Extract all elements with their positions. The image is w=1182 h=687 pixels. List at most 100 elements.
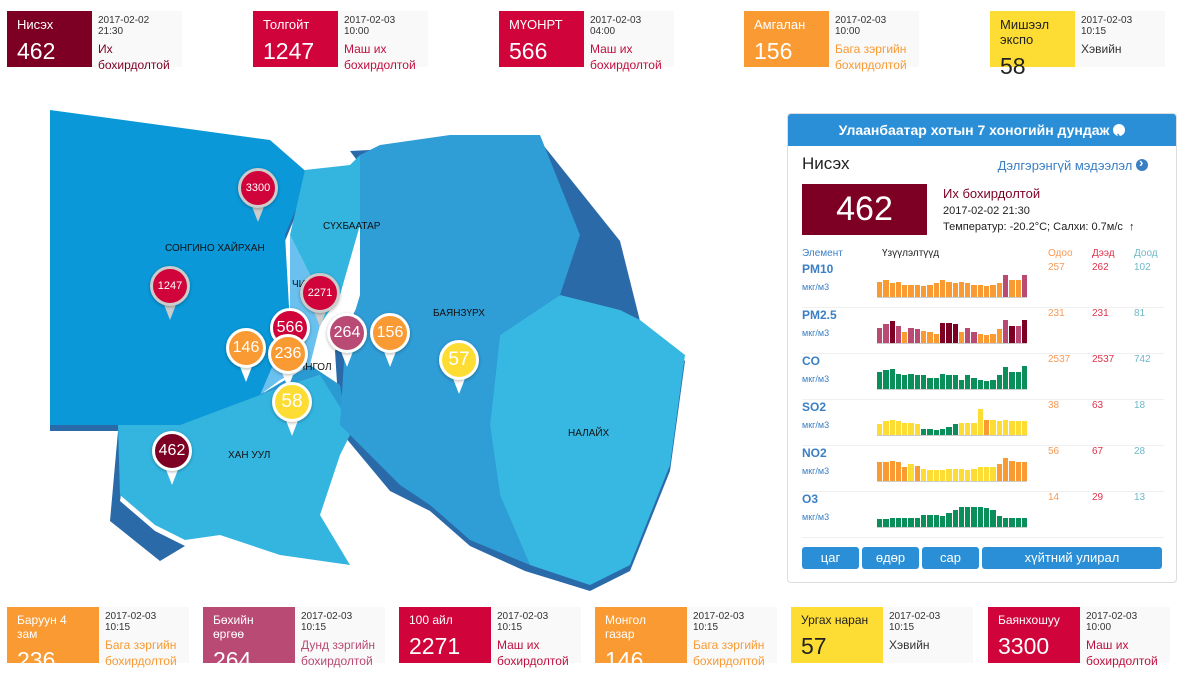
chart-bar[interactable] <box>939 470 946 481</box>
chart-bar[interactable] <box>914 329 921 343</box>
chart-bar[interactable] <box>908 327 914 343</box>
chart-bar[interactable] <box>939 516 946 527</box>
station-card[interactable]: Ургах наран 57 2017-02-03 10:15 Хэвийн <box>791 607 973 663</box>
chart-bar[interactable] <box>1021 319 1028 343</box>
map-pin[interactable]: 3300 <box>238 168 278 226</box>
chart-bar[interactable] <box>971 332 977 343</box>
map-pin[interactable]: 2271 <box>300 273 340 331</box>
chart-bar[interactable] <box>889 283 895 297</box>
chart-bar[interactable] <box>1009 371 1015 389</box>
chart-bar[interactable] <box>895 517 902 527</box>
chart-bar[interactable] <box>1002 419 1009 435</box>
chart-bar[interactable] <box>952 424 958 435</box>
period-month-button[interactable]: сар <box>922 547 979 569</box>
chart-bar[interactable] <box>965 327 971 343</box>
chart-bar[interactable] <box>977 284 984 297</box>
chart-bar[interactable] <box>883 462 889 481</box>
chart-bar[interactable] <box>914 375 921 389</box>
chart-bar[interactable] <box>914 284 921 297</box>
chart-bar[interactable] <box>921 514 927 527</box>
chart-bar[interactable] <box>996 516 1002 527</box>
chart-bar[interactable] <box>1015 462 1021 481</box>
chart-bar[interactable] <box>877 371 883 389</box>
period-hour-button[interactable]: цаг <box>802 547 859 569</box>
chart-bar[interactable] <box>1009 279 1015 297</box>
chart-bar[interactable] <box>914 465 921 481</box>
chart-bar[interactable] <box>933 514 939 527</box>
chart-bar[interactable] <box>902 332 908 343</box>
chart-bar[interactable] <box>958 506 965 527</box>
chart-bar[interactable] <box>958 422 965 435</box>
map-pin[interactable]: 462 <box>152 431 192 489</box>
chart-bar[interactable] <box>1015 325 1021 343</box>
chart-bar[interactable] <box>895 281 902 297</box>
chart-bar[interactable] <box>889 321 895 343</box>
chart-bar[interactable] <box>1015 421 1021 435</box>
map-pin[interactable]: 1247 <box>150 266 190 324</box>
chart-bar[interactable] <box>1015 371 1021 389</box>
chart-bar[interactable] <box>996 463 1002 481</box>
chart-bar[interactable] <box>990 419 996 435</box>
chart-bar[interactable] <box>952 509 958 527</box>
chart-bar[interactable] <box>927 284 933 297</box>
chart-bar[interactable] <box>895 325 902 343</box>
chart-bar[interactable] <box>977 333 984 343</box>
chart-bar[interactable] <box>933 283 939 297</box>
chart-bar[interactable] <box>984 335 990 343</box>
chart-bar[interactable] <box>889 460 895 481</box>
chart-bar[interactable] <box>977 467 984 481</box>
chart-bar[interactable] <box>990 284 996 297</box>
chart-bar[interactable] <box>1009 325 1015 343</box>
chart-bar[interactable] <box>921 330 927 343</box>
chart-bar[interactable] <box>996 421 1002 435</box>
chart-bar[interactable] <box>952 468 958 481</box>
chart-bar[interactable] <box>946 281 952 297</box>
chart-bar[interactable] <box>990 509 996 527</box>
chart-bar[interactable] <box>914 424 921 435</box>
chart-bar[interactable] <box>939 373 946 389</box>
chart-bar[interactable] <box>965 470 971 481</box>
chart-bar[interactable] <box>877 424 883 435</box>
chart-bar[interactable] <box>927 332 933 343</box>
chart-bar[interactable] <box>883 519 889 527</box>
chart-bar[interactable] <box>996 283 1002 297</box>
station-card[interactable]: МҮОНРТ 566 2017-02-03 04:00 Маш их бохир… <box>499 11 674 72</box>
chart-bar[interactable] <box>921 286 927 297</box>
chart-bar[interactable] <box>902 284 908 297</box>
chart-bar[interactable] <box>977 408 984 435</box>
chart-bar[interactable] <box>908 517 914 527</box>
chart-bar[interactable] <box>927 378 933 389</box>
chart-bar[interactable] <box>1002 275 1009 297</box>
chart-bar[interactable] <box>971 284 977 297</box>
chart-bar[interactable] <box>908 373 914 389</box>
chart-bar[interactable] <box>877 327 883 343</box>
chart-bar[interactable] <box>902 467 908 481</box>
chart-bar[interactable] <box>1002 517 1009 527</box>
chart-bar[interactable] <box>946 322 952 343</box>
chart-bar[interactable] <box>902 375 908 389</box>
chart-bar[interactable] <box>933 378 939 389</box>
weekly-average-link[interactable]: Улаанбаатар хотын 7 хоногийн дундаж <box>788 114 1176 152</box>
chart-bar[interactable] <box>883 370 889 389</box>
chart-bar[interactable] <box>902 517 908 527</box>
chart-bar[interactable] <box>977 506 984 527</box>
chart-bar[interactable] <box>883 279 889 297</box>
chart-bar[interactable] <box>939 322 946 343</box>
chart-bar[interactable] <box>921 468 927 481</box>
chart-bar[interactable] <box>984 381 990 389</box>
chart-bar[interactable] <box>927 470 933 481</box>
chart-bar[interactable] <box>946 427 952 435</box>
chart-bar[interactable] <box>1002 367 1009 389</box>
chart-bar[interactable] <box>1009 517 1015 527</box>
chart-bar[interactable] <box>952 375 958 389</box>
chart-bar[interactable] <box>933 430 939 435</box>
station-card[interactable]: Баруун 4 зам 236 2017-02-03 10:15 Бага з… <box>7 607 189 673</box>
chart-bar[interactable] <box>1009 460 1015 481</box>
chart-bar[interactable] <box>971 378 977 389</box>
map-pin[interactable]: 156 <box>370 313 410 371</box>
period-day-button[interactable]: өдөр <box>862 547 919 569</box>
chart-bar[interactable] <box>952 283 958 297</box>
chart-bar[interactable] <box>984 508 990 527</box>
chart-bar[interactable] <box>946 513 952 527</box>
chart-bar[interactable] <box>914 517 921 527</box>
